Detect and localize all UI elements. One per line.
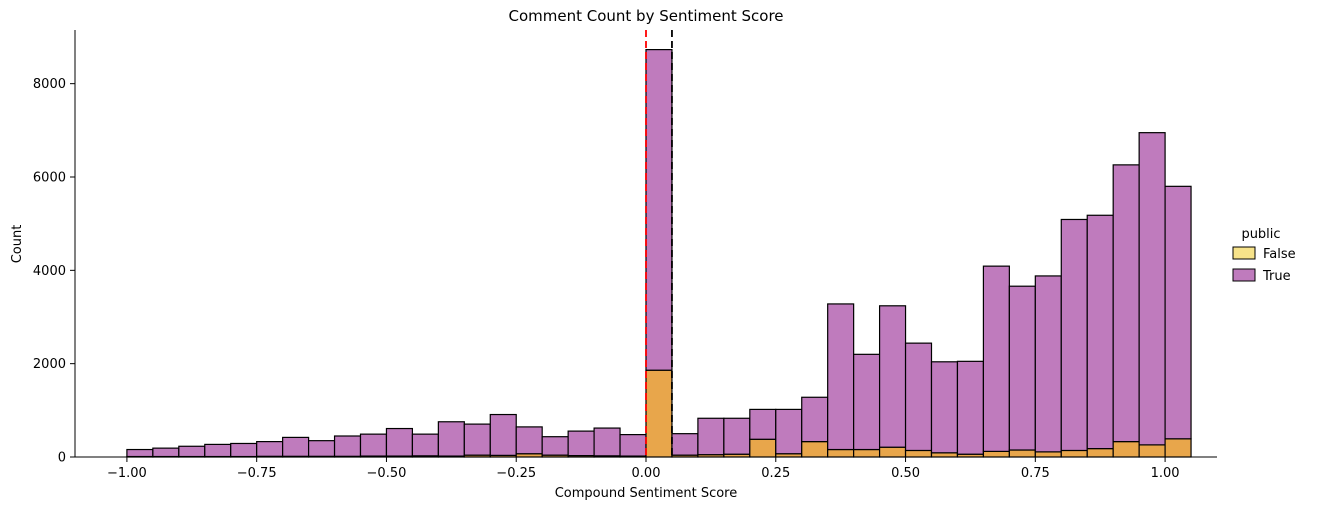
bar-false-28 <box>853 448 881 458</box>
ticks: −1.00 −0.75 −0.50 −0.25 0.00 0.25 0.50 0.75 1.00… <box>33 77 1180 481</box>
legend: public False True <box>1232 227 1296 284</box>
bar-true-3 <box>204 443 232 458</box>
y-tick-label-3: 6000 <box>33 171 66 186</box>
x-tick-label-8: 1.00 <box>1151 466 1180 481</box>
bar-true-16 <box>541 436 569 456</box>
x-tick-label-0: −1.00 <box>107 466 147 481</box>
bar-true-1 <box>152 447 180 458</box>
bar-true-21 <box>671 433 699 456</box>
bar-true-12 <box>437 421 465 457</box>
bar-true-10 <box>385 427 414 457</box>
x-tick-label-7: 0.75 <box>1021 466 1050 481</box>
bar-false-38 <box>1112 441 1140 458</box>
legend-label-false: False <box>1263 247 1296 262</box>
bar-true-15 <box>515 426 543 455</box>
bar-false-31 <box>930 452 959 458</box>
bar-false-27 <box>827 448 855 458</box>
reference-lines <box>645 30 673 457</box>
y-tick-label-2: 4000 <box>33 264 66 279</box>
y-tick-label-0: 0 <box>58 451 66 466</box>
bar-true-19 <box>619 434 647 457</box>
bar-true-9 <box>359 433 388 457</box>
bar-true-32 <box>956 360 985 455</box>
bar-true-6 <box>282 436 310 457</box>
bar-false-40 <box>1164 438 1192 458</box>
bar-true-31 <box>930 361 959 454</box>
legend-swatch-true <box>1232 268 1256 282</box>
bar-true-37 <box>1086 214 1114 450</box>
bar-true-0 <box>126 448 154 458</box>
bars-layer <box>126 48 1192 458</box>
bar-false-34 <box>1008 449 1036 458</box>
bar-true-25 <box>775 408 803 455</box>
x-tick-label-3: −0.25 <box>496 466 536 481</box>
x-tick-label-4: 0.00 <box>632 466 661 481</box>
bar-true-26 <box>801 396 829 443</box>
x-tick-label-5: 0.25 <box>761 466 790 481</box>
bar-false-29 <box>878 446 907 458</box>
x-tick-label-2: −0.50 <box>367 466 407 481</box>
legend-label-true: True <box>1262 269 1291 284</box>
y-tick-label-4: 8000 <box>33 77 66 92</box>
bar-true-27 <box>827 303 855 451</box>
y-axis-title: Count <box>10 225 25 264</box>
bar-true-34 <box>1008 285 1036 451</box>
bar-true-24 <box>749 408 777 440</box>
bar-true-22 <box>697 417 725 456</box>
bar-false-26 <box>801 441 829 458</box>
bar-true-5 <box>256 441 284 457</box>
bar-true-36 <box>1060 218 1088 452</box>
x-tick-label-6: 0.50 <box>891 466 920 481</box>
bar-true-33 <box>982 265 1010 452</box>
bar-true-14 <box>489 413 517 456</box>
bar-false-24 <box>749 438 777 458</box>
bar-false-39 <box>1138 444 1166 458</box>
bar-true-7 <box>307 440 336 457</box>
bar-false-20 <box>645 369 673 458</box>
bar-true-8 <box>333 435 362 457</box>
bar-true-4 <box>230 442 258 458</box>
bar-true-28 <box>853 353 881 451</box>
bar-true-20 <box>645 48 673 371</box>
bar-true-2 <box>178 445 206 458</box>
bar-false-30 <box>904 449 933 458</box>
bar-true-30 <box>904 342 933 452</box>
x-tick-label-1: −0.75 <box>237 466 277 481</box>
legend-swatch-false <box>1232 246 1256 260</box>
bar-true-23 <box>723 417 751 455</box>
y-tick-label-1: 2000 <box>33 357 66 372</box>
x-axis-title: Compound Sentiment Score <box>555 486 738 501</box>
bar-false-37 <box>1086 448 1114 458</box>
bar-true-29 <box>878 305 907 448</box>
legend-title: public <box>1241 227 1280 242</box>
bar-true-11 <box>411 433 439 457</box>
bar-true-39 <box>1138 132 1166 446</box>
chart-title: Comment Count by Sentiment Score <box>508 7 783 25</box>
bar-false-33 <box>982 450 1010 458</box>
bar-true-40 <box>1164 185 1192 440</box>
bar-false-36 <box>1060 449 1088 458</box>
bar-true-38 <box>1112 164 1140 443</box>
bar-true-17 <box>567 430 595 457</box>
bar-false-35 <box>1034 451 1062 458</box>
bar-true-13 <box>463 423 491 456</box>
bar-true-35 <box>1034 275 1062 453</box>
bar-true-18 <box>593 427 621 457</box>
